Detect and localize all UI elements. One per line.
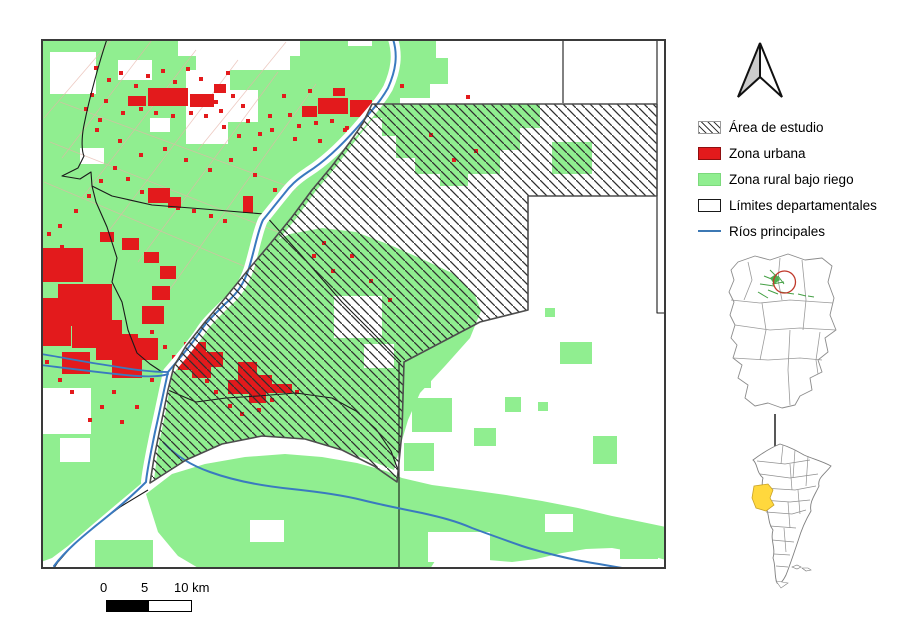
legend-item-zona-rural: Zona rural bajo riego (698, 172, 888, 187)
scalebar-segment-light (149, 601, 191, 611)
green-swatch-icon (698, 173, 721, 186)
highlighted-province (751, 483, 775, 512)
scalebar: 0 5 10 km (40, 580, 220, 620)
legend-item-area-estudio: Área de estudio (698, 120, 888, 135)
map-frame-border (41, 39, 666, 569)
legend-item-rios: Ríos principales (698, 224, 888, 239)
study-area-polygon (149, 103, 658, 484)
blue-line-swatch-icon (698, 225, 721, 238)
legend-label: Límites departamentales (729, 198, 877, 213)
legend-label: Ríos principales (729, 224, 826, 239)
province-locator-inset (728, 253, 837, 409)
country-province-lines (756, 444, 819, 568)
scalebar-label-0: 0 (100, 580, 108, 595)
legend-item-zona-urbana: Zona urbana (698, 146, 888, 161)
legend: Área de estudio Zona urbana Zona rural b… (698, 120, 888, 250)
country-locator-inset (751, 443, 832, 589)
north-arrow-icon (737, 42, 783, 98)
main-map-canvas[interactable] (41, 39, 666, 569)
outline-swatch-icon (698, 199, 721, 212)
irrigated-area-flecks (757, 269, 815, 299)
legend-label: Zona rural bajo riego (729, 172, 854, 187)
islands (775, 564, 812, 589)
main-map[interactable] (41, 39, 666, 569)
scalebar-label-5: 5 (141, 580, 149, 595)
hatched-swatch-icon (698, 121, 721, 134)
scalebar-segment-dark (107, 601, 149, 611)
legend-item-limites: Límites departamentales (698, 198, 888, 213)
study-area-locator-circle (772, 270, 797, 294)
red-swatch-icon (698, 147, 721, 160)
scalebar-label-10km: 10 km (174, 580, 210, 595)
province-department-lines (730, 257, 837, 406)
scalebar-bar (106, 600, 192, 612)
legend-label: Zona urbana (729, 146, 806, 161)
legend-label: Área de estudio (729, 120, 824, 135)
province-outline (728, 253, 837, 409)
